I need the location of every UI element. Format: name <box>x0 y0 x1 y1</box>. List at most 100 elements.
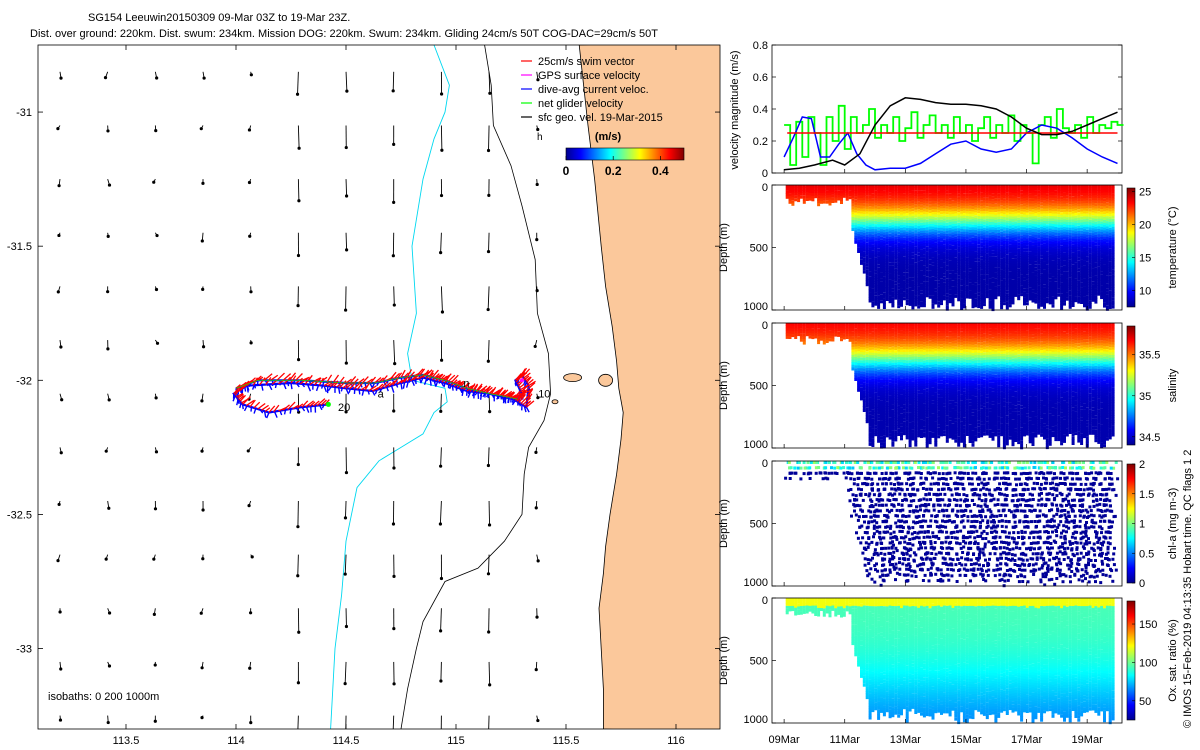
section-sample <box>957 225 961 229</box>
section-sample <box>1088 303 1092 306</box>
section-sample <box>994 206 998 210</box>
section-sample <box>888 246 892 250</box>
section-sample <box>954 208 958 212</box>
section-sample <box>805 195 809 199</box>
section-sample <box>1040 249 1044 253</box>
section-sample <box>931 223 935 227</box>
section-sample <box>991 256 995 260</box>
section-sample <box>1045 300 1049 304</box>
section-sample <box>920 249 923 253</box>
section-sample <box>982 208 986 211</box>
section-sample <box>1025 288 1029 292</box>
section-sample <box>940 192 943 196</box>
section-sample <box>1020 201 1024 205</box>
section-sample <box>988 268 992 272</box>
section-sample <box>974 269 978 272</box>
section-sample <box>845 190 849 193</box>
section-sample <box>837 197 841 201</box>
section-sample <box>908 274 912 278</box>
section-sample <box>937 244 941 248</box>
section-sample <box>1011 268 1015 272</box>
section-sample <box>1054 259 1058 263</box>
section-sample <box>891 193 895 197</box>
section-sample <box>902 193 906 197</box>
section-sample <box>865 239 869 243</box>
section-sample <box>914 303 918 307</box>
section-sample <box>980 305 984 309</box>
section-sample <box>1005 277 1009 281</box>
section-sample <box>968 287 972 291</box>
section-sample <box>1014 276 1018 280</box>
section-sample <box>962 300 966 304</box>
section-sample <box>880 257 883 261</box>
section-sample <box>928 198 932 202</box>
section-sample <box>1011 258 1015 262</box>
section-sample <box>1014 223 1018 227</box>
section-sample <box>1108 290 1112 294</box>
section-sample <box>945 185 949 188</box>
section-sample <box>882 250 886 254</box>
current-vector-head <box>106 720 110 725</box>
section-sample <box>888 219 892 223</box>
section-sample <box>1054 264 1058 268</box>
section-sample <box>871 293 875 297</box>
section-sample <box>794 192 798 196</box>
section-sample <box>1063 206 1066 210</box>
section-sample <box>1045 289 1049 293</box>
section-sample <box>962 247 966 251</box>
section-sample <box>957 275 961 279</box>
section-sample <box>900 248 903 252</box>
section-sample <box>1071 280 1075 284</box>
section-sample <box>905 266 909 270</box>
section-sample <box>965 295 969 299</box>
section-sample <box>945 225 949 229</box>
section-sample <box>1077 231 1081 234</box>
section-sample <box>880 188 883 191</box>
section-sample <box>925 259 929 263</box>
section-sample <box>922 222 926 226</box>
section-sample <box>1025 296 1029 300</box>
section-sample <box>908 261 912 265</box>
section-sample <box>1074 296 1078 300</box>
section-sample <box>911 306 915 310</box>
track-label: 20 <box>338 402 350 414</box>
section-sample <box>868 234 872 238</box>
section-sample <box>971 224 975 228</box>
section-sample <box>902 264 906 268</box>
section-sample <box>982 210 986 214</box>
section-sample <box>1054 190 1058 194</box>
section-sample <box>957 219 961 223</box>
section-sample <box>914 185 918 188</box>
section-sample <box>994 283 998 287</box>
section-sample <box>982 276 986 280</box>
section-sample <box>997 256 1001 260</box>
section-sample <box>994 185 998 188</box>
section-sample <box>968 279 972 283</box>
current-vector-head <box>59 451 63 455</box>
section-sample <box>945 211 949 215</box>
section-sample <box>1085 295 1089 299</box>
section-sample <box>948 283 952 287</box>
section-sample <box>934 301 938 305</box>
section-sample <box>882 243 886 246</box>
section-sample <box>1005 235 1009 239</box>
section-sample <box>911 200 915 204</box>
section-sample <box>1103 185 1106 188</box>
section-sample <box>891 185 895 188</box>
map-y-tick-label: -32.5 <box>7 509 32 521</box>
section-sample <box>1071 264 1075 268</box>
section-sample <box>1034 221 1038 225</box>
section-sample <box>900 258 903 262</box>
current-vector-head <box>392 200 396 204</box>
current-vector-head <box>439 576 444 581</box>
section-sample <box>871 263 875 267</box>
section-sample <box>874 187 878 191</box>
section-sample <box>1054 296 1058 300</box>
section-sample <box>1085 242 1089 246</box>
section-sample <box>914 292 918 296</box>
section-sample <box>1008 268 1012 272</box>
section-sample <box>1088 195 1092 199</box>
section-sample <box>1074 262 1078 266</box>
isobath-1000m <box>330 45 450 729</box>
section-sample <box>1060 206 1064 210</box>
